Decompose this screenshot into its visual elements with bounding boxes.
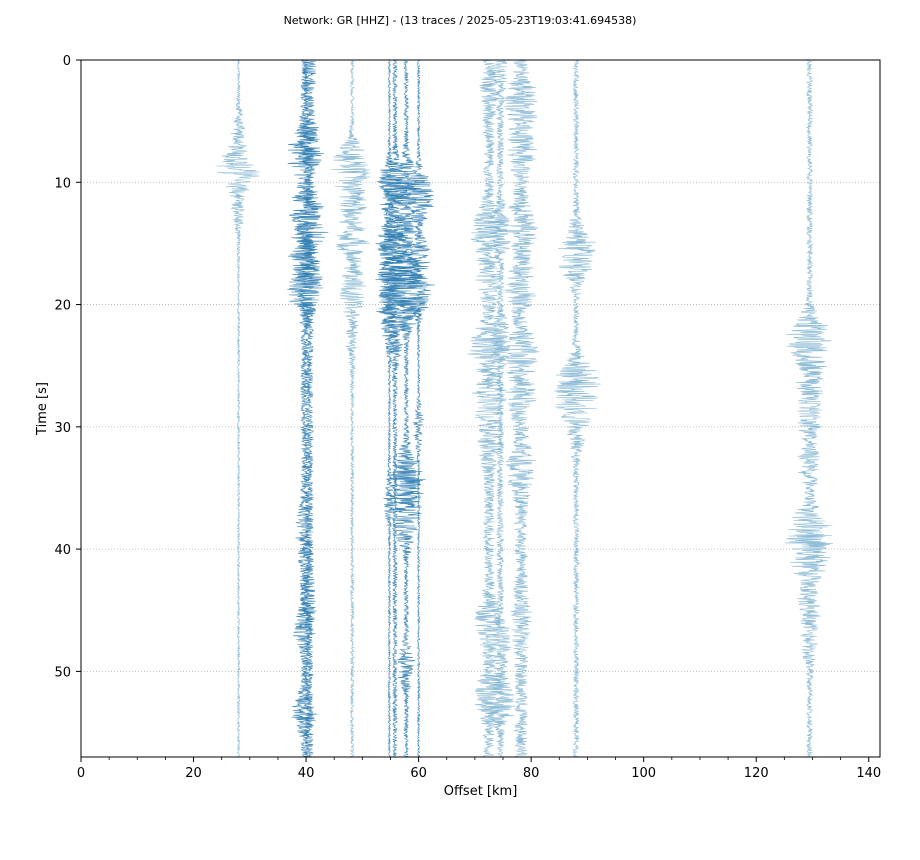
y-tick-label: 10 bbox=[54, 176, 71, 191]
y-tick-label: 20 bbox=[54, 299, 71, 314]
x-tick-label: 60 bbox=[410, 766, 427, 781]
seismic-trace bbox=[291, 59, 329, 758]
seismic-trace bbox=[375, 59, 418, 758]
seismic-trace bbox=[216, 59, 260, 758]
y-tick-label: 50 bbox=[54, 665, 71, 680]
x-tick-label: 80 bbox=[523, 766, 540, 781]
traces bbox=[216, 59, 834, 758]
x-tick-label: 40 bbox=[298, 766, 315, 781]
seismic-trace bbox=[484, 59, 516, 758]
y-axis-label: Time [s] bbox=[35, 382, 50, 436]
x-tick-label: 120 bbox=[744, 766, 769, 781]
seismic-trace bbox=[785, 59, 834, 757]
y-tick-label: 40 bbox=[54, 543, 71, 558]
y-tick-label: 0 bbox=[63, 54, 71, 69]
x-tick-label: 0 bbox=[77, 766, 85, 781]
ticks: 0 20 40 60 80 100 120 140 0 10 20 30 40 50 bbox=[54, 54, 881, 781]
seismic-trace bbox=[385, 59, 428, 758]
seismic-trace bbox=[401, 59, 436, 758]
x-tick-label: 140 bbox=[856, 766, 881, 781]
axes-frame bbox=[80, 59, 881, 758]
seismic-trace bbox=[330, 59, 371, 758]
x-tick-label: 100 bbox=[631, 766, 656, 781]
seismic-trace bbox=[501, 59, 540, 758]
y-tick-label: 30 bbox=[54, 421, 71, 436]
seismic-trace bbox=[554, 59, 601, 758]
chart-title: Network: GR [HHZ] - (13 traces / 2025-05… bbox=[284, 14, 637, 27]
x-axis-label: Offset [km] bbox=[444, 784, 518, 799]
grid bbox=[81, 181, 880, 672]
x-tick-label: 20 bbox=[185, 766, 202, 781]
